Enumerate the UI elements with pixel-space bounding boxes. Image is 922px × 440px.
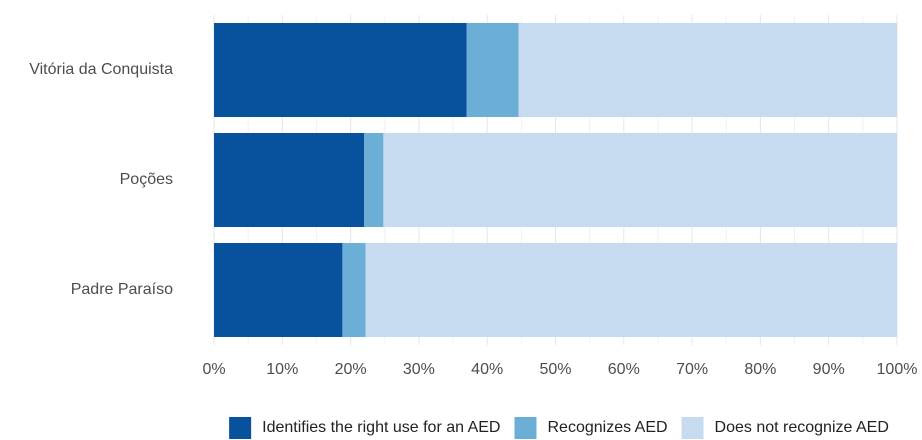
category-label: Vitória da Conquista — [29, 61, 173, 78]
category-label: Poções — [120, 171, 173, 188]
category-label: Padre Paraíso — [71, 281, 173, 298]
x-tick-label: 20% — [335, 361, 367, 378]
x-tick-label: 60% — [608, 361, 640, 378]
x-tick-label: 10% — [266, 361, 298, 378]
bars — [214, 23, 898, 337]
legend-key — [681, 417, 704, 439]
x-tick-label: 40% — [471, 361, 503, 378]
legend-key — [229, 417, 252, 439]
legend-label: Recognizes AED — [547, 419, 667, 436]
bar-segment — [466, 23, 519, 117]
legend-label: Identifies the right use for an AED — [262, 419, 500, 436]
x-tick-label: 90% — [813, 361, 845, 378]
x-tick-label: 70% — [676, 361, 708, 378]
bar-segment — [214, 23, 467, 117]
legend: Identifies the right use for an AED Recog… — [229, 417, 889, 439]
legend-label: Does not recognize AED — [715, 419, 889, 436]
bar-segment — [342, 243, 366, 337]
x-tick-label: 50% — [539, 361, 571, 378]
x-axis-tick-labels: 0% 10% 20% 30% 40% 50% 60% 70% 80% 90% 100% — [202, 361, 917, 378]
x-tick-label: 80% — [744, 361, 776, 378]
x-tick-label: 100% — [877, 361, 918, 378]
bar-segment — [214, 133, 365, 227]
bar-segment — [518, 23, 897, 117]
bar-segment — [365, 243, 898, 337]
bar-segment — [214, 243, 343, 337]
category-labels: Vitória da Conquista Poções Padre Paraíso — [29, 61, 173, 298]
bar-segment — [383, 133, 897, 227]
bar-segment — [364, 133, 384, 227]
x-tick-label: 0% — [202, 361, 225, 378]
x-tick-label: 30% — [403, 361, 435, 378]
legend-key — [514, 417, 537, 439]
